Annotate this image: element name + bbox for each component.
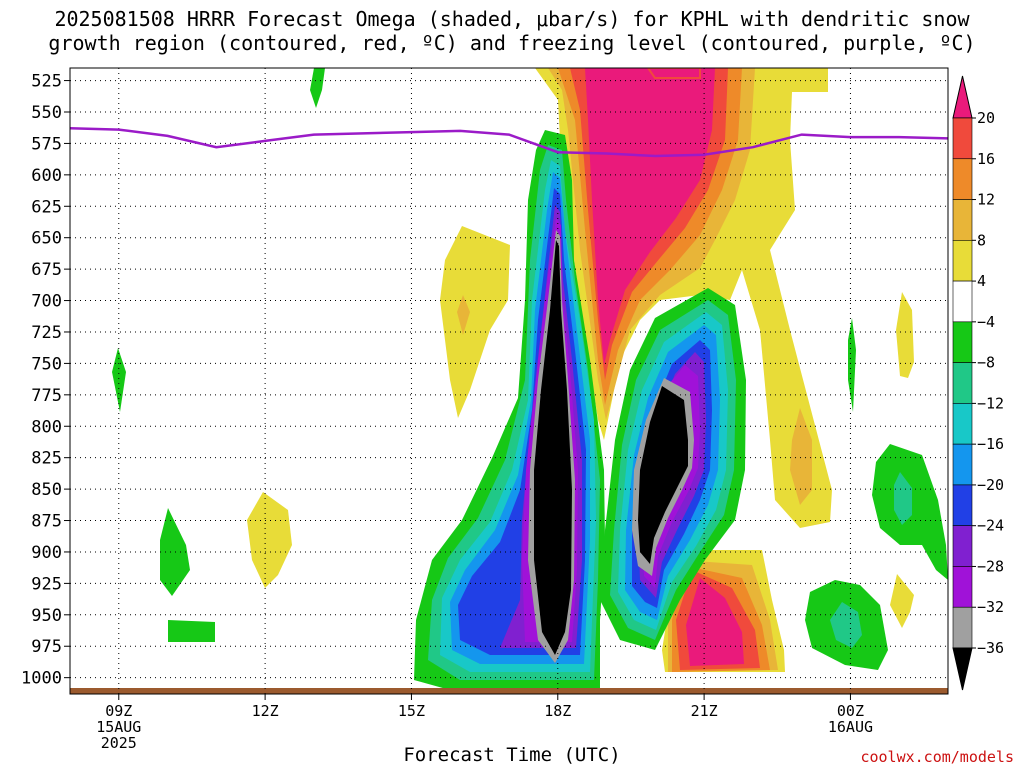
- x-tick-label: 12Z: [252, 702, 279, 720]
- colorbar-label: 20: [977, 109, 995, 127]
- x-tick-label: 09Z: [105, 702, 132, 720]
- colorbar-swatch: [952, 117, 973, 160]
- y-tick-label: 725: [31, 323, 62, 343]
- colorbar-swatch: [952, 199, 973, 241]
- colorbar-bottom-triangle: [952, 647, 973, 691]
- blob-green-d: [168, 620, 215, 642]
- x-tick-label: 15AUG: [96, 718, 141, 736]
- omega-positive-max: [646, 68, 701, 79]
- colorbar-swatch: [952, 606, 973, 649]
- source-credit[interactable]: coolwx.com/models: [860, 748, 1014, 766]
- omega-negative-36: [534, 240, 572, 655]
- colorbar-top-triangle: [952, 75, 973, 119]
- y-axis: 525 550 575 600 625 650 675 700 725 750 775 800 825 8…: [21, 72, 70, 689]
- y-tick-label: 575: [31, 134, 62, 154]
- y-tick-label: 550: [31, 103, 62, 123]
- colorbar-label: −32: [977, 598, 1004, 616]
- cell2-negative-36: [638, 386, 688, 564]
- patch-yellow-b: [247, 492, 292, 588]
- freezing-level-polyline: [70, 127, 948, 158]
- patch-yellow-d: [890, 574, 914, 628]
- y-tick-label: 625: [31, 197, 62, 217]
- title-line-1: 2025081508 HRRR Forecast Omega (shaded, …: [54, 7, 970, 31]
- y-tick-label: 525: [31, 72, 62, 92]
- plot-frame: [69, 67, 949, 695]
- blob-green-f-inner: [894, 472, 912, 525]
- patch-yellow-c: [896, 292, 914, 378]
- x-tick-label: 2025: [101, 734, 137, 752]
- colorbar-swatch: [952, 240, 973, 282]
- colorbar-swatch: [952, 443, 973, 486]
- y-tick-label: 900: [31, 543, 62, 563]
- title-line-2: growth region (contoured, red, ºC) and f…: [48, 31, 976, 55]
- y-tick-label: 800: [31, 417, 62, 437]
- x-tick-label: 18Z: [544, 702, 571, 720]
- x-axis-label: Forecast Time (UTC): [403, 744, 621, 766]
- colorbar-label: −16: [977, 435, 1004, 453]
- colorbar-label: −20: [977, 476, 1004, 494]
- colorbar-label: 8: [977, 231, 986, 249]
- y-tick-label: 650: [31, 229, 62, 249]
- ground-strip: [70, 688, 948, 694]
- colorbar-swatch: [952, 362, 973, 404]
- omega-shading: [112, 68, 948, 690]
- colorbar-label: −4: [977, 313, 995, 331]
- colorbar-label: 16: [977, 150, 995, 168]
- patch-yellow-a-inner: [457, 295, 470, 335]
- y-tick-label: 975: [31, 637, 62, 657]
- x-tick-label: 15Z: [398, 702, 425, 720]
- x-tick-label: 16AUG: [828, 718, 873, 736]
- colorbar-label: −28: [977, 557, 1004, 575]
- colorbar-label: 12: [977, 191, 995, 209]
- y-tick-label: 925: [31, 574, 62, 594]
- y-tick-label: 875: [31, 512, 62, 532]
- x-tick-label: 21Z: [691, 702, 718, 720]
- colorbar-swatch: [952, 280, 973, 323]
- colorbar-swatch: [952, 321, 973, 363]
- y-tick-label: 750: [31, 354, 62, 374]
- patch-yellow-e: [790, 408, 812, 505]
- y-tick-label: 675: [31, 260, 62, 280]
- colorbar-label: −8: [977, 354, 995, 372]
- colorbar-swatch: [952, 158, 973, 200]
- colorbar-swatch: [952, 403, 973, 445]
- colorbar: 20 16 12 8 4 −4 −8 −12 −16 −20 −24 −28 −32 −36: [952, 75, 1004, 691]
- y-tick-label: 850: [31, 480, 62, 500]
- y-tick-label: 775: [31, 386, 62, 406]
- colorbar-label: −36: [977, 639, 1004, 657]
- patch-yellow-a: [440, 226, 510, 418]
- colorbar-label: −12: [977, 394, 1004, 412]
- blob-green-g-inner: [830, 602, 862, 648]
- blob-green-e: [848, 318, 856, 412]
- y-tick-label: 825: [31, 449, 62, 469]
- y-tick-label: 1000: [21, 669, 62, 689]
- lower-positive-20: [686, 578, 744, 666]
- blob-green-a: [310, 68, 325, 108]
- colorbar-swatch: [952, 566, 973, 608]
- x-tick-label: 00Z: [837, 702, 864, 720]
- colorbar-label: −24: [977, 517, 1004, 535]
- colorbar-swatch: [952, 525, 973, 567]
- chart-title: 2025081508 HRRR Forecast Omega (shaded, …: [0, 7, 1024, 55]
- omega-positive-20: [585, 68, 715, 365]
- freezing-level-line: [70, 127, 948, 158]
- colorbar-label: 4: [977, 272, 986, 290]
- y-tick-label: 950: [31, 606, 62, 626]
- colorbar-swatch: [952, 484, 973, 526]
- y-tick-label: 700: [31, 292, 62, 312]
- y-tick-label: 600: [31, 166, 62, 186]
- blob-green-b: [112, 348, 126, 412]
